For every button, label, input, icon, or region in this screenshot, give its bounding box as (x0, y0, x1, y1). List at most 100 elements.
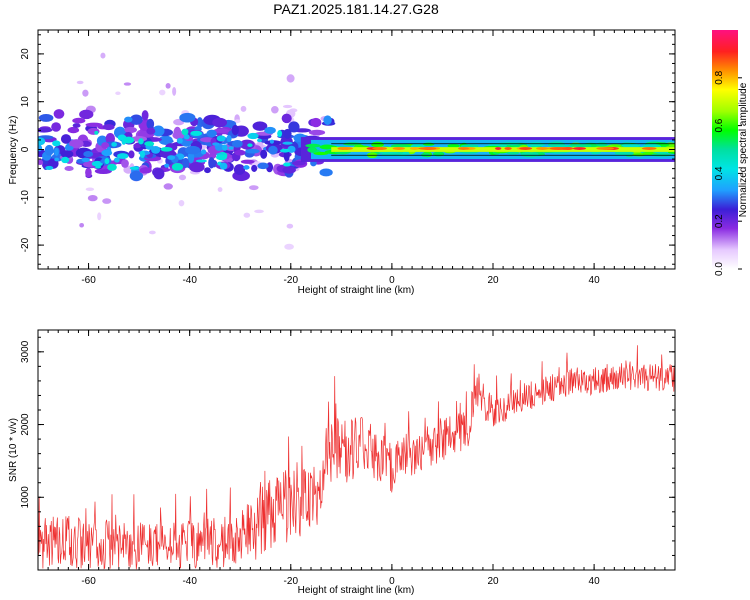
spectrogram-blob (213, 128, 230, 134)
spectrogram-blob (123, 136, 135, 144)
spectrogram-blob (129, 166, 139, 170)
spectrogram-blob (575, 143, 592, 148)
spectrogram-blob (239, 139, 255, 150)
colorbar-tick-label: 0.4 (714, 166, 725, 180)
spectrogram-blob (292, 160, 306, 166)
spectrogram-blob (141, 110, 149, 121)
y-tick-label: 10 (20, 96, 31, 108)
spectrogram-blob (284, 243, 294, 250)
spectrogram-blob (179, 112, 196, 123)
spectrogram-blob (308, 129, 326, 136)
snr-panel: -60 -40 -20 0 20 40 1000 2000 3000 Height of str… (8, 329, 676, 596)
spectrogram-peak (519, 147, 533, 150)
spectrogram-peak (641, 147, 657, 150)
spectrogram-blob (219, 162, 228, 170)
spectrogram-blob (38, 159, 44, 166)
spectrogram-blob (139, 167, 152, 174)
spectrogram-blob (60, 150, 74, 159)
spectrogram-blob (97, 212, 102, 221)
spectrogram-blob (217, 187, 223, 192)
colorbar-tick-label: 0.8 (714, 70, 725, 84)
spectrogram-blob (79, 109, 94, 120)
spectrogram-blob (249, 185, 259, 191)
spectrogram-blob (621, 143, 641, 148)
spectrogram-peak (340, 147, 353, 150)
spectrogram-peak (495, 147, 502, 150)
spectrogram-blob (67, 126, 80, 134)
spectrogram-blob (257, 138, 262, 143)
spectrogram-blob (102, 124, 115, 131)
spectrogram-blob (146, 118, 155, 130)
spectrogram-blob (240, 159, 255, 164)
spectrogram-blob (212, 142, 220, 146)
spectrogram-blob (163, 183, 173, 190)
spectrogram-blob (176, 137, 183, 144)
x-tick-label: 20 (487, 275, 499, 286)
spectrogram-blob (107, 163, 117, 171)
spectrogram-blob (115, 91, 121, 96)
spectrogram-blob (82, 89, 89, 97)
spectrogram-blob (116, 153, 129, 159)
spectrogram-blob (323, 115, 332, 125)
spectrogram-blob (85, 187, 95, 192)
spectrogram-blob (52, 140, 61, 147)
spectrogram-panel: -60 -40 -20 0 20 40 -20 -10 0 10 20 Height of stra… (8, 29, 749, 296)
spectrogram-blob (173, 126, 182, 139)
spectrogram-blob (288, 121, 300, 133)
chart-title: PAZ1.2025.181.14.27.G28 (273, 1, 439, 17)
spectrogram-blob (44, 144, 54, 156)
spectrogram-blob (152, 125, 165, 137)
spectrogram-peak (536, 147, 549, 150)
spectrogram-blob (100, 52, 106, 59)
spectrogram-blob (243, 212, 251, 218)
spectrogram-blob (254, 209, 264, 214)
spectrogram-blob (422, 142, 435, 146)
spectrogram-blob (38, 137, 46, 146)
spectrogram-blob (182, 157, 190, 168)
x-tick-label: -20 (284, 275, 299, 286)
spectrogram-blob (158, 135, 173, 145)
spectrogram-blob (240, 105, 247, 112)
spectrogram-blob (85, 122, 103, 127)
spectrogram-blob (138, 138, 144, 145)
spectrogram-blob (121, 159, 129, 168)
y-tick-label: 1000 (20, 486, 31, 509)
spectrogram-blob (251, 164, 258, 172)
spectrogram-blob (72, 123, 81, 128)
x-tick-label: 40 (589, 576, 601, 587)
spectrogram-blob (271, 105, 279, 114)
spectrogram-blob (206, 129, 217, 138)
spectrogram-blob (104, 158, 110, 165)
spectrogram-blob (234, 119, 241, 123)
spectrogram-blob (124, 126, 137, 133)
y-tick-label: -20 (20, 237, 31, 252)
colorbar-tick-label: 0.6 (714, 118, 725, 132)
spectrogram-blob (146, 127, 156, 135)
spectrogram-blob (283, 162, 291, 167)
spectrogram-blob (178, 174, 187, 181)
spectrogram-blob (269, 139, 274, 144)
spectrogram-blob (245, 148, 260, 154)
spectrogram-blob (151, 145, 161, 154)
x-tick-label: -60 (81, 576, 96, 587)
spectrogram-blob (277, 130, 283, 138)
spectrogram-blob (139, 150, 146, 158)
spectrogram-blob (247, 132, 259, 140)
spectrogram-blob (234, 149, 246, 156)
snr-y-axis-label: SNR (10 * v/v) (8, 418, 19, 482)
spectrogram-blob (159, 89, 166, 96)
spectrogram-blob (310, 117, 322, 128)
spectrogram-blob (283, 128, 292, 139)
spectrogram-blob (153, 168, 165, 180)
x-tick-label: 20 (487, 576, 499, 587)
spectrogram-blob (371, 141, 384, 148)
spectrogram-blob (433, 151, 445, 157)
spectrogram-blob (506, 151, 520, 155)
spectrogram-blob (45, 165, 54, 170)
snr-x-axis-label: Height of straight line (km) (298, 585, 415, 596)
spectrogram-blob (204, 167, 211, 174)
spectrogram-blob (79, 222, 85, 228)
spectrogram-blob (60, 134, 72, 144)
spectrogram-blob (69, 139, 84, 149)
colorbar: 0.0 0.2 0.4 0.6 0.8 Normalized spectral ampl… (712, 30, 749, 276)
